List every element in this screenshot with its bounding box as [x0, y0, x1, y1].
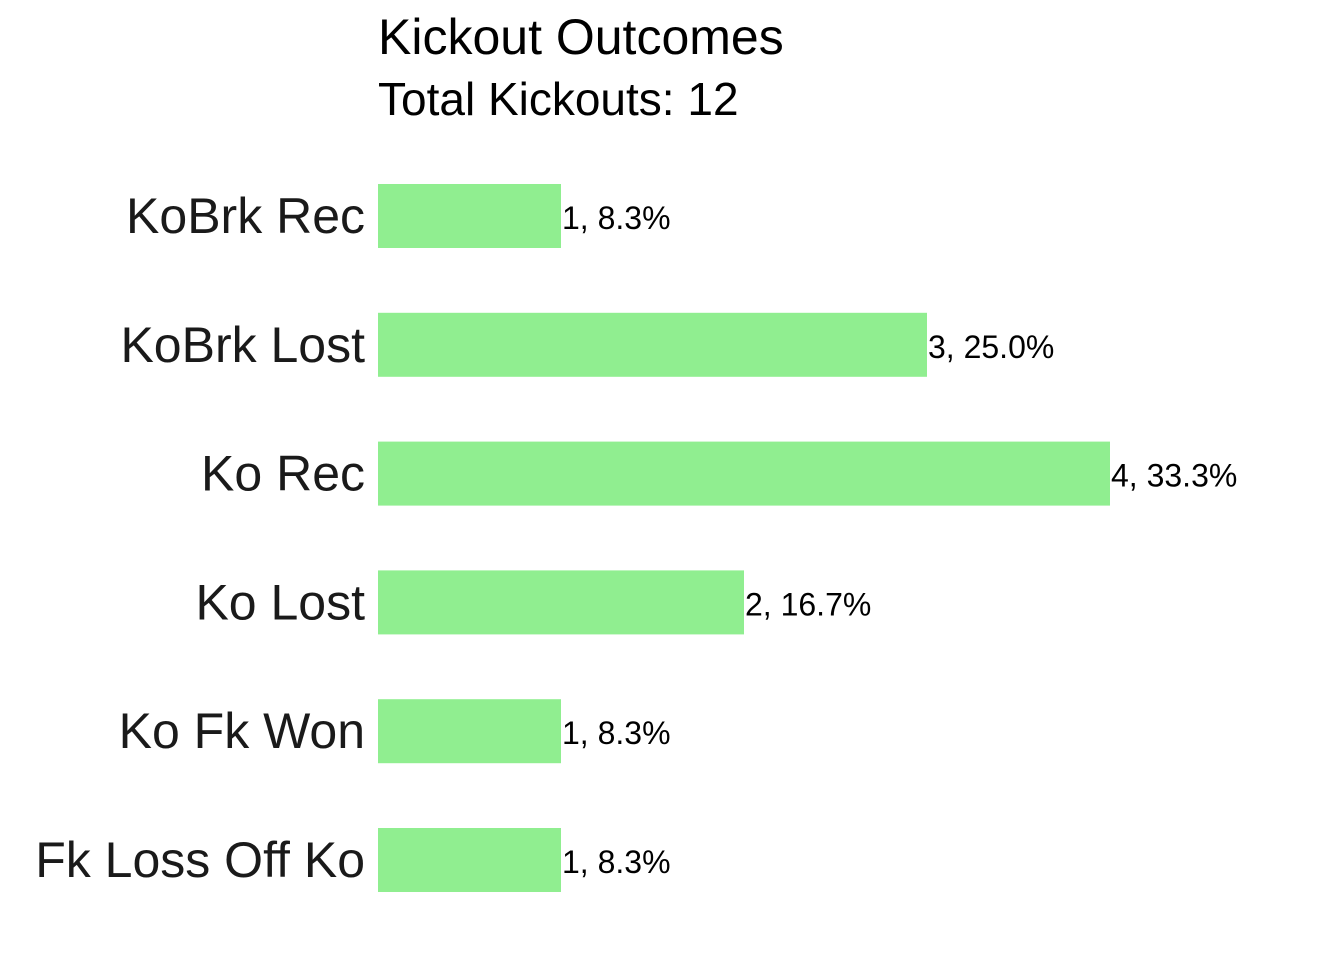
category-label: Ko Fk Won — [119, 703, 365, 759]
category-label: Ko Lost — [195, 574, 365, 630]
category-label: KoBrk Lost — [120, 317, 365, 373]
data-label: 1, 8.3% — [562, 844, 671, 880]
bar — [378, 312, 927, 377]
bar — [378, 184, 561, 248]
bar — [378, 441, 1110, 506]
category-label: Fk Loss Off Ko — [35, 832, 365, 888]
data-label: 2, 16.7% — [745, 586, 871, 622]
category-label: KoBrk Rec — [126, 188, 365, 244]
chart-title: Kickout Outcomes — [378, 9, 784, 65]
data-label: 1, 8.3% — [562, 200, 671, 236]
data-label: 3, 25.0% — [928, 329, 1054, 365]
chart-subtitle: Total Kickouts: 12 — [378, 73, 739, 125]
bar — [378, 828, 561, 892]
category-label: Ko Rec — [201, 446, 365, 502]
data-label: 4, 33.3% — [1111, 458, 1237, 494]
data-label: 1, 8.3% — [562, 715, 671, 751]
bar — [378, 570, 744, 635]
bar — [378, 699, 561, 764]
